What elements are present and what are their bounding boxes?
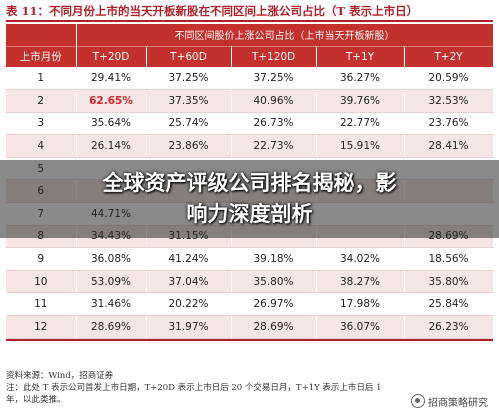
value-cell: 34.02% <box>316 247 405 271</box>
footnote-line-2: 年，以此类推。 <box>6 395 66 405</box>
value-cell: 26.97% <box>231 292 317 317</box>
value-cell: 32.53% <box>404 89 494 113</box>
table-title: 表 11：不同月份上市的当天开板新股在不同区间上涨公司占比（T 表示上市日） <box>6 4 419 18</box>
month-cell: 10 <box>6 270 77 294</box>
wechat-logo-icon <box>411 394 425 408</box>
value-cell: 37.04% <box>146 270 232 294</box>
value-cell: 37.35% <box>146 89 232 113</box>
value-cell: 41.24% <box>146 247 232 271</box>
headline-overlay-band <box>0 160 499 238</box>
value-cell: 38.27% <box>316 270 405 294</box>
value-cell: 15.91% <box>316 134 405 158</box>
column-header: T+60D <box>146 45 232 67</box>
watermark: 招商策略研究 <box>408 392 491 410</box>
value-cell: 39.76% <box>316 89 405 113</box>
month-cell: 3 <box>6 112 77 136</box>
value-cell: 36.08% <box>76 247 147 271</box>
value-cell: 18.56% <box>404 247 494 271</box>
month-cell: 9 <box>6 247 77 271</box>
table-row: 4 26.14% 23.86% 22.73% 15.91% 28.41% <box>6 134 494 158</box>
value-cell: 20.59% <box>404 67 494 91</box>
value-cell: 26.73% <box>231 112 317 136</box>
value-cell: 35.64% <box>76 112 147 136</box>
month-cell: 1 <box>6 67 77 91</box>
column-header: T+120D <box>231 45 317 67</box>
value-cell: 35.80% <box>231 270 317 294</box>
value-cell: 29.41% <box>76 67 147 91</box>
value-cell: 40.96% <box>231 89 317 113</box>
table-bottom-rule <box>6 338 493 341</box>
value-cell: 26.14% <box>76 134 147 158</box>
value-cell: 35.80% <box>404 270 494 294</box>
value-cell: 53.09% <box>76 270 147 294</box>
value-cell: 37.25% <box>146 67 232 91</box>
value-cell: 36.27% <box>316 67 405 91</box>
value-cell: 31.46% <box>76 292 147 317</box>
month-cell: 4 <box>6 134 77 158</box>
watermark-text: 招商策略研究 <box>428 397 488 409</box>
table-row: 10 53.09% 37.04% 35.80% 38.27% 35.80% <box>6 270 494 294</box>
table-row: 12 28.69% 31.97% 28.69% 36.07% 26.23% <box>6 315 494 339</box>
value-cell: 23.86% <box>146 134 232 158</box>
value-cell: 26.23% <box>404 315 494 339</box>
table-row: 11 31.46% 20.22% 26.97% 17.98% 25.84% <box>6 292 494 317</box>
table-row: 3 35.64% 25.74% 26.73% 22.77% 23.76% <box>6 112 494 136</box>
value-cell: 25.74% <box>146 112 232 136</box>
value-cell: 20.22% <box>146 292 232 317</box>
column-header: T+20D <box>76 45 147 67</box>
table-row: 2 62.65% 37.35% 40.96% 39.76% 32.53% <box>6 89 494 113</box>
value-cell: 36.07% <box>316 315 405 339</box>
month-cell: 2 <box>6 89 77 113</box>
value-cell: 22.77% <box>316 112 405 136</box>
value-cell: 28.69% <box>76 315 147 339</box>
headline-line-1: 全球资产评级公司排名揭秘，影 <box>102 171 397 195</box>
value-cell: 28.41% <box>404 134 494 158</box>
table-row: 1 29.41% 37.25% 37.25% 36.27% 20.59% <box>6 67 494 91</box>
span-header: 不同区间股价上涨公司占比（上市当天开板新股） <box>76 24 494 46</box>
footnote-line-1: 注：此处 T 表示公司首发上市日期，T+20D 表示上市日后 20 个交易日月，… <box>6 383 382 393</box>
value-cell: 17.98% <box>316 292 405 317</box>
notes: 资料来源：Wind，招商证券 注：此处 T 表示公司首发上市日期，T+20D 表… <box>6 370 493 406</box>
source-note: 资料来源：Wind，招商证券 <box>6 371 114 381</box>
headline-line-2: 响力深度剖析 <box>186 202 313 226</box>
month-cell: 11 <box>6 292 77 317</box>
value-cell: 31.97% <box>146 315 232 339</box>
value-cell: 22.73% <box>231 134 317 158</box>
value-cell: 62.65% <box>76 89 147 113</box>
table-row: 9 36.08% 41.24% 39.18% 34.02% 18.56% <box>6 247 494 271</box>
empty-corner-cell <box>6 24 77 46</box>
title-divider <box>6 20 493 22</box>
value-cell: 28.69% <box>231 315 317 339</box>
column-header: T+1Y <box>316 45 405 67</box>
value-cell: 25.84% <box>404 292 494 317</box>
headline-overlay: 全球资产评级公司排名揭秘，影 响力深度剖析 <box>0 168 499 230</box>
value-cell: 39.18% <box>231 247 317 271</box>
value-cell: 37.25% <box>231 67 317 91</box>
value-cell: 23.76% <box>404 112 494 136</box>
month-cell: 12 <box>6 315 77 339</box>
column-header-month: 上市月份 <box>6 45 77 67</box>
column-header: T+2Y <box>404 45 494 67</box>
